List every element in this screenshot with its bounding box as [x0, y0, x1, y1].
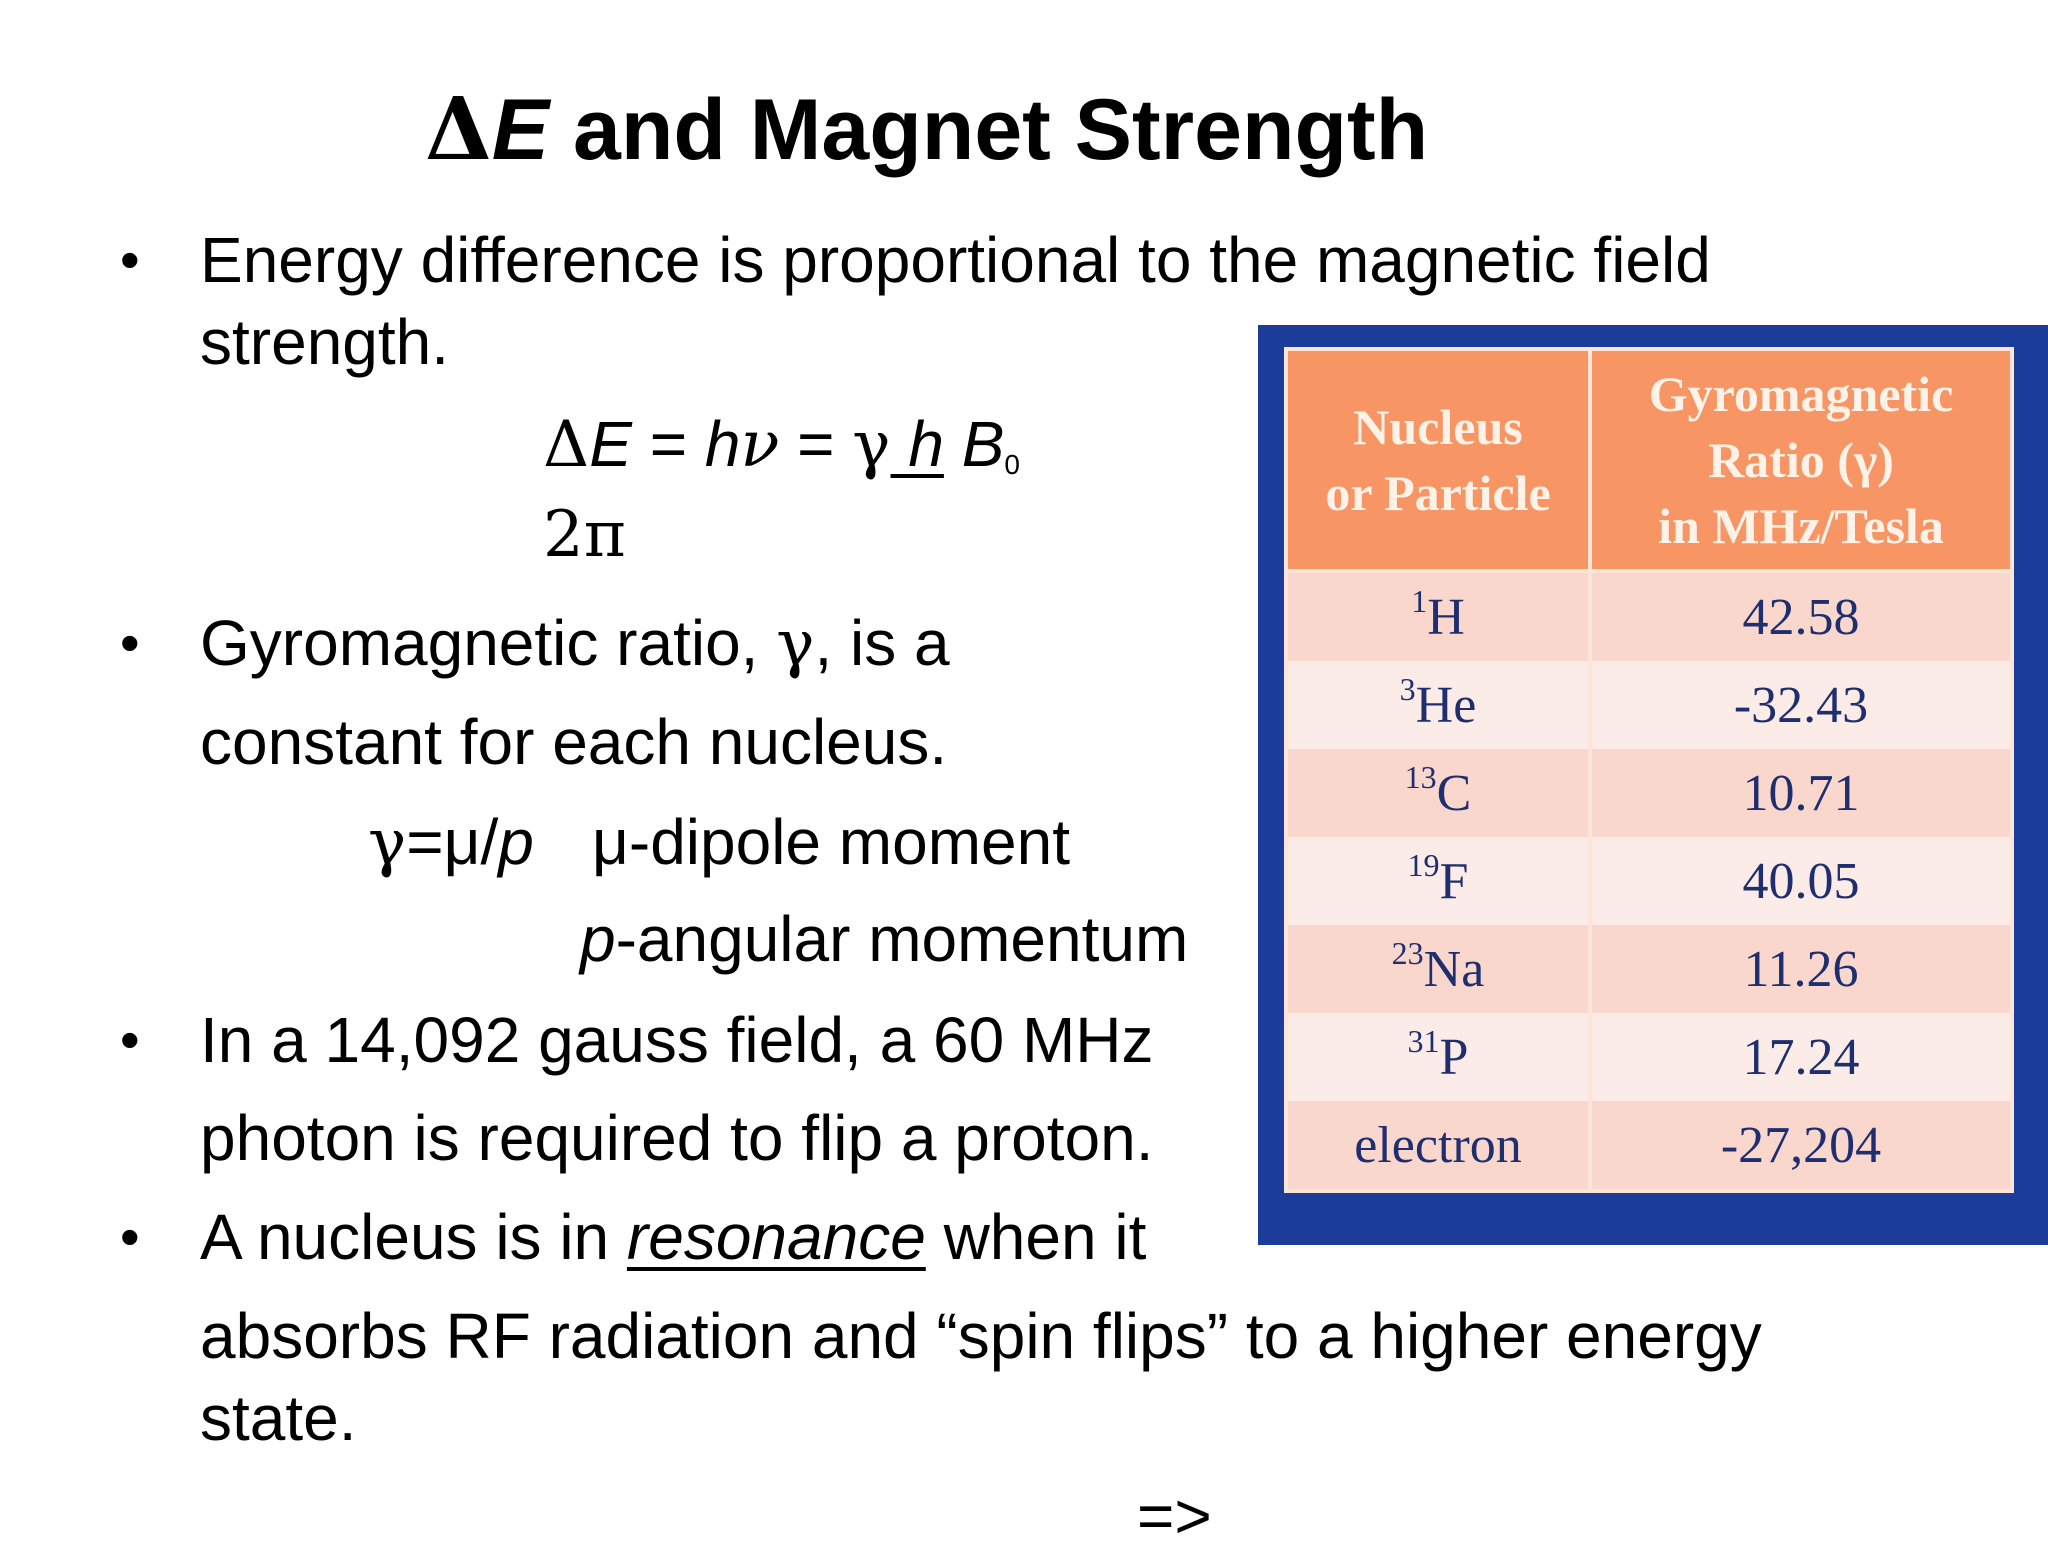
nucleus-cell: 13C: [1284, 749, 1592, 837]
formula-h: h: [704, 408, 741, 480]
bullet-4-line1: A nucleus is in resonance when it: [200, 1197, 1146, 1277]
table-row: 1H 42.58: [1284, 571, 2014, 661]
slide-title: ΔE and Magnet Strength: [425, 80, 1428, 180]
nucleus-symbol: H: [1427, 588, 1465, 646]
formula-eq2: =: [779, 408, 853, 480]
bullet-4-line1-b: when it: [925, 1201, 1147, 1273]
energy-formula: ΔE = hν = γ h B0: [543, 404, 1020, 505]
gyromagnetic-table: Nucleus or Particle Gyromagnetic Ratio (…: [1284, 347, 2014, 1193]
mass-number: 19: [1407, 846, 1440, 883]
mass-number: 3: [1399, 670, 1416, 707]
table-header-row: Nucleus or Particle Gyromagnetic Ratio (…: [1284, 347, 2014, 573]
angular-p: p: [580, 903, 616, 975]
formula-delta: Δ: [543, 408, 590, 482]
gyro-value-cell: 11.26: [1588, 925, 2014, 1013]
title-var: E: [491, 82, 550, 178]
bullet-2-line1-a: Gyromagnetic ratio,: [200, 607, 777, 679]
formula-gamma: γ: [852, 408, 891, 482]
bullet-4-line2: absorbs RF radiation and “spin flips” to…: [200, 1300, 1762, 1372]
header-gyro-line3: in MHz/Tesla: [1658, 498, 1944, 554]
nucleus-symbol: He: [1415, 676, 1477, 734]
gyromagnetic-table-frame: Nucleus or Particle Gyromagnetic Ratio (…: [1258, 325, 2048, 1245]
angular-text: -angular momentum: [615, 903, 1189, 975]
bullet-1-marker: •: [120, 228, 140, 291]
formula-h-over: h: [890, 408, 944, 480]
bullet-2-line1: Gyromagnetic ratio, γ, is a: [200, 603, 950, 684]
nucleus-cell: 19F: [1284, 837, 1592, 925]
table-row: 3He -32.43: [1284, 661, 2014, 749]
bullet-2-line2: constant for each nucleus.: [200, 706, 948, 778]
gyro-value-cell: -27,204: [1588, 1101, 2014, 1193]
nucleus-cell: 1H: [1284, 571, 1592, 661]
header-nucleus-line1: Nucleus: [1353, 399, 1523, 455]
formula-denominator: 2π: [543, 494, 626, 575]
mass-number: 31: [1407, 1022, 1440, 1059]
gamma-def-p: p: [498, 806, 534, 878]
table-row: 19F 40.05: [1284, 837, 2014, 925]
bullet-4-marker: •: [120, 1205, 140, 1268]
gyro-value-cell: 40.05: [1588, 837, 2014, 925]
nucleus-cell: 31P: [1284, 1013, 1592, 1101]
bullet-2-gamma: γ: [776, 607, 815, 681]
bullet-4-line3: state.: [200, 1382, 357, 1454]
nucleus-symbol: Na: [1423, 940, 1485, 998]
gyro-value-cell: 42.58: [1588, 571, 2014, 661]
next-arrow: =>: [1137, 1480, 1212, 1552]
bullet-2-marker: •: [120, 611, 140, 674]
formula-b: B: [943, 408, 1005, 480]
gamma-def-eq: =μ/: [406, 806, 499, 878]
nucleus-cell: 3He: [1284, 661, 1592, 749]
table-row: 13C 10.71: [1284, 749, 2014, 837]
gyro-value-cell: -32.43: [1588, 661, 2014, 749]
header-gyro-line2: Ratio (γ): [1708, 432, 1894, 488]
bullet-1-line1: Energy difference is proportional to the…: [200, 224, 1711, 296]
header-nucleus: Nucleus or Particle: [1284, 347, 1592, 573]
formula-nu: ν: [740, 408, 780, 482]
gyro-value-cell: 10.71: [1588, 749, 2014, 837]
gamma-def-symbol: γ: [368, 806, 407, 880]
formula-eq1: =: [631, 408, 705, 480]
nucleus-cell: 23Na: [1284, 925, 1592, 1013]
bullet-2-line1-b: , is a: [814, 607, 950, 679]
angular-momentum-label: p-angular momentum: [580, 899, 1188, 979]
nucleus-symbol: electron: [1354, 1116, 1522, 1174]
title-rest: and Magnet Strength: [549, 82, 1429, 178]
formula-e: E: [589, 408, 632, 480]
gyro-value-cell: 17.24: [1588, 1013, 2014, 1101]
header-nucleus-line2: or Particle: [1325, 465, 1551, 521]
formula-2pi: 2π: [543, 498, 626, 572]
bullet-3-marker: •: [120, 1008, 140, 1071]
nucleus-symbol: F: [1439, 852, 1469, 910]
resonance-term: resonance: [626, 1201, 926, 1273]
title-delta: Δ: [425, 79, 492, 180]
table-row: electron -27,204: [1284, 1101, 2014, 1193]
mass-number: 13: [1404, 758, 1437, 795]
header-gyromagnetic: Gyromagnetic Ratio (γ) in MHz/Tesla: [1588, 347, 2014, 573]
mass-number: 23: [1391, 934, 1424, 971]
mass-number: 1: [1411, 582, 1428, 619]
header-gyro-line1: Gyromagnetic: [1648, 366, 1954, 422]
nucleus-symbol: C: [1436, 764, 1472, 822]
nucleus-cell: electron: [1284, 1101, 1592, 1193]
gamma-definition: γ=μ/p: [368, 802, 534, 883]
bullet-3-line2: photon is required to flip a proton.: [200, 1102, 1154, 1174]
bullet-3-line1: In a 14,092 gauss field, a 60 MHz: [200, 1004, 1154, 1076]
dipole-moment-label: μ-dipole moment: [592, 806, 1070, 878]
table-row: 31P 17.24: [1284, 1013, 2014, 1101]
table-row: 23Na 11.26: [1284, 925, 2014, 1013]
nucleus-symbol: P: [1439, 1028, 1469, 1086]
bullet-4-line1-a: A nucleus is in: [200, 1201, 627, 1273]
formula-b-subscript: 0: [1004, 449, 1020, 480]
bullet-1-line2: strength.: [200, 306, 450, 378]
